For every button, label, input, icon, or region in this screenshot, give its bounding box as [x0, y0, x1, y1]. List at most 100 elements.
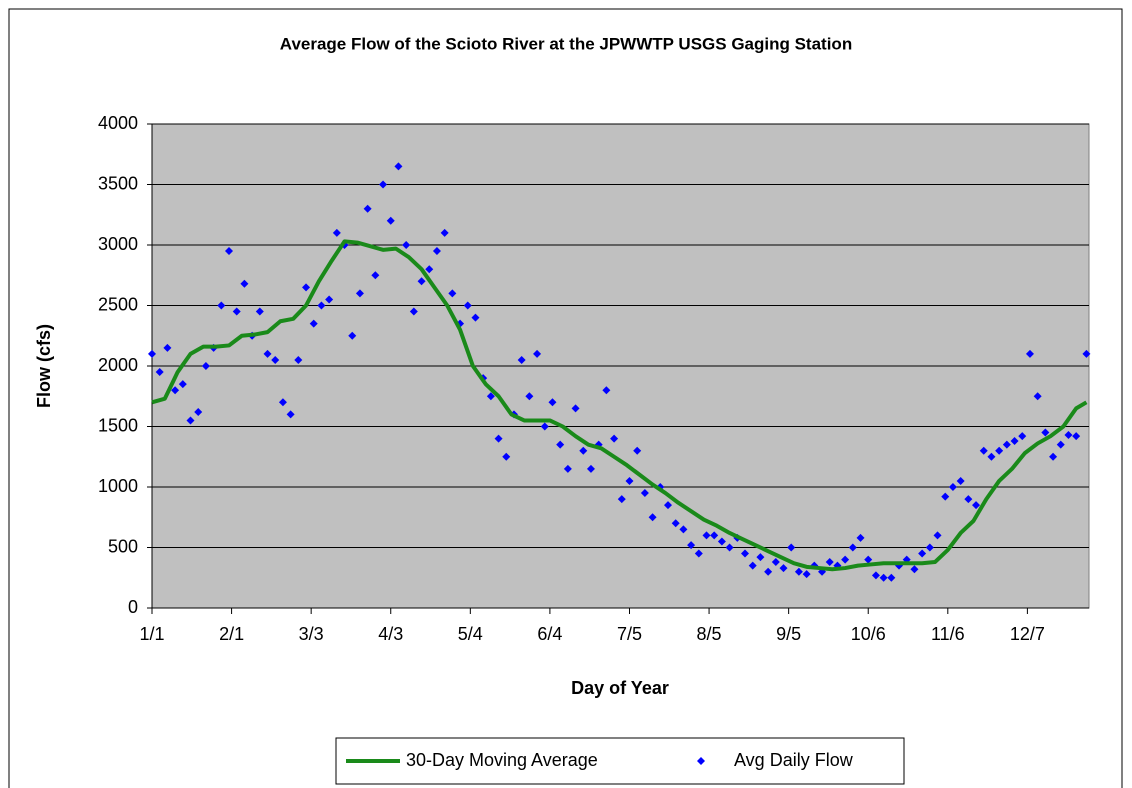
data-point	[355, 289, 364, 298]
data-point	[448, 289, 457, 298]
legend-box	[335, 737, 905, 785]
data-point	[933, 531, 942, 540]
data-point	[633, 446, 642, 455]
data-point	[979, 446, 988, 455]
data-point	[317, 301, 326, 310]
y-tick-label: 500	[108, 536, 138, 556]
legend-swatch	[697, 757, 705, 765]
data-point	[463, 301, 472, 310]
data-point	[286, 410, 295, 419]
data-point	[571, 404, 580, 413]
x-tick-label: 11/6	[931, 624, 965, 644]
data-point	[702, 531, 711, 540]
data-point	[271, 355, 280, 364]
data-point	[556, 440, 565, 449]
y-tick-label: 3000	[98, 234, 138, 254]
data-point	[856, 533, 865, 542]
y-tick-label: 2000	[98, 355, 138, 375]
data-point	[186, 416, 195, 425]
y-tick-label: 4000	[98, 113, 138, 133]
data-point	[309, 319, 318, 328]
data-point	[1002, 440, 1011, 449]
data-point	[741, 549, 750, 558]
data-point	[794, 567, 803, 576]
data-point	[294, 355, 303, 364]
y-tick-label: 0	[128, 597, 138, 617]
x-tick-label: 9/5	[776, 624, 801, 644]
data-point	[671, 519, 680, 528]
data-point	[163, 343, 172, 352]
data-point	[995, 446, 1004, 455]
data-point	[717, 537, 726, 546]
data-point	[1041, 428, 1050, 437]
data-point	[402, 241, 411, 249]
data-point	[1018, 432, 1027, 441]
data-point	[325, 295, 334, 304]
data-point	[201, 362, 210, 370]
data-point	[694, 549, 703, 558]
data-point	[771, 558, 780, 567]
data-point	[1025, 349, 1034, 358]
x-tick-label: 12/7	[1010, 624, 1045, 644]
data-point	[517, 355, 526, 364]
data-point	[1064, 430, 1073, 439]
data-point	[155, 368, 164, 377]
data-point	[887, 573, 896, 582]
data-point	[910, 565, 919, 574]
data-point	[648, 513, 657, 522]
data-point	[679, 525, 688, 534]
data-point	[394, 162, 403, 171]
data-point	[363, 204, 372, 213]
chart-title: Average Flow of the Scioto River at the …	[280, 34, 852, 53]
x-tick-label: 5/4	[458, 624, 483, 644]
data-point	[987, 452, 996, 461]
data-point	[171, 386, 180, 395]
data-point	[617, 495, 626, 504]
data-point	[879, 573, 888, 582]
data-point	[787, 543, 796, 552]
data-point	[486, 392, 495, 401]
data-point	[471, 313, 480, 322]
y-tick-label: 3500	[98, 173, 138, 193]
data-point	[1072, 432, 1081, 441]
data-point	[386, 216, 395, 225]
data-point	[563, 464, 572, 473]
data-point	[841, 555, 850, 564]
data-point	[586, 464, 595, 473]
data-point	[725, 543, 734, 552]
data-point	[502, 452, 511, 461]
data-point	[871, 571, 880, 580]
data-point	[802, 570, 811, 579]
legend-label: Avg Daily Flow	[734, 750, 854, 770]
data-point	[178, 380, 187, 389]
data-point	[687, 541, 696, 550]
data-point	[302, 283, 311, 292]
x-tick-label: 8/5	[697, 624, 722, 644]
data-point	[864, 555, 873, 564]
y-axis-label: Flow (cfs)	[34, 324, 54, 408]
data-point	[1082, 349, 1091, 358]
data-point	[710, 531, 719, 540]
data-point	[533, 349, 542, 358]
data-point	[948, 483, 957, 491]
data-point	[379, 180, 388, 189]
data-point	[348, 331, 357, 340]
data-point	[663, 501, 672, 510]
data-point	[263, 349, 272, 358]
data-point	[225, 247, 234, 256]
data-point	[941, 492, 950, 501]
data-point	[432, 247, 441, 256]
data-point	[440, 228, 449, 237]
data-point	[972, 501, 981, 510]
data-point	[848, 543, 857, 552]
data-point	[579, 446, 588, 455]
data-point	[1033, 392, 1042, 401]
data-point	[540, 422, 549, 431]
data-point	[625, 476, 634, 485]
x-tick-label: 7/5	[617, 624, 642, 644]
y-tick-label: 2500	[98, 294, 138, 314]
data-point	[525, 392, 534, 401]
data-point	[756, 553, 765, 562]
x-axis-label: Day of Year	[571, 678, 669, 698]
x-tick-label: 3/3	[299, 624, 324, 644]
